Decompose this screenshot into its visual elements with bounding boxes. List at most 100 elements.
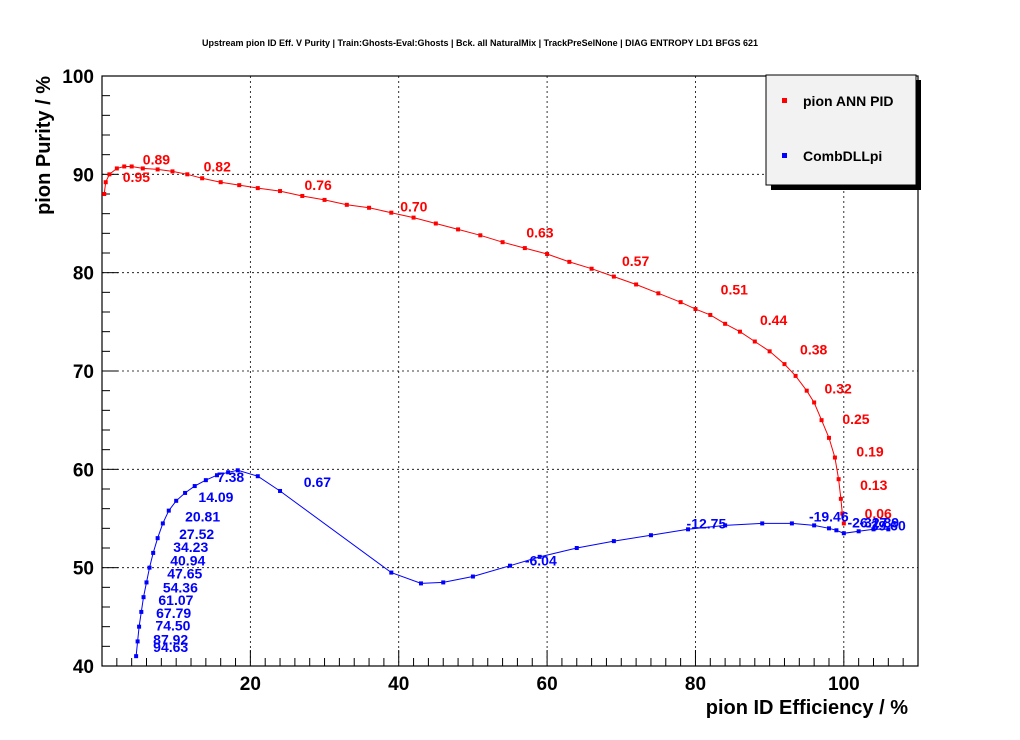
x-tick-label: 100: [828, 674, 860, 695]
data-point-dll: [886, 527, 891, 532]
point-label-dll: 87.92: [153, 631, 188, 647]
x-tick-label: 20: [240, 674, 261, 695]
point-label-ann: 0.89: [143, 152, 170, 168]
point-label-ann: 0.19: [856, 444, 883, 460]
y-tick-label: 50: [73, 559, 94, 580]
point-label-ann: 0.57: [622, 253, 649, 269]
data-point-ann: [114, 166, 119, 171]
data-point-dll: [183, 490, 188, 495]
x-tick-label: 40: [388, 674, 409, 695]
data-point-ann: [103, 180, 108, 185]
data-point-ann: [708, 312, 713, 317]
data-point-dll: [723, 523, 728, 528]
data-point-ann: [129, 164, 134, 169]
data-point-dll: [537, 554, 542, 559]
point-label-dll: -6.04: [525, 553, 557, 569]
data-point-dll: [147, 565, 152, 570]
data-point-ann: [478, 233, 483, 238]
data-point-ann: [782, 362, 787, 367]
point-label-ann: 0.95: [123, 169, 150, 185]
data-point-dll: [235, 468, 240, 473]
data-point-ann: [812, 400, 817, 405]
y-tick-label: 60: [73, 460, 94, 481]
point-label-dll: 74.50: [155, 618, 190, 634]
data-point-dll: [470, 574, 475, 579]
data-point-dll: [255, 474, 260, 479]
point-label-dll: -19.46: [809, 508, 849, 524]
data-point-ann: [804, 388, 809, 393]
point-label-dll: -12.75: [687, 515, 727, 531]
point-label-dll: -32.89: [859, 514, 899, 530]
point-label-dll: 67.79: [156, 605, 191, 621]
x-axis-label: pion ID Efficiency / %: [706, 697, 908, 719]
data-point-ann: [433, 221, 438, 226]
data-point-dll: [278, 488, 283, 493]
data-point-ann: [819, 418, 824, 423]
data-point-dll: [160, 521, 165, 526]
point-label-dll: 94.63: [153, 639, 188, 655]
data-point-dll: [418, 581, 423, 586]
point-label-dll: 61.07: [158, 592, 193, 608]
point-label-dll: 34.23: [173, 539, 208, 555]
y-tick-label: 70: [73, 362, 94, 383]
legend-label-ann: pion ANN PID: [803, 93, 893, 109]
point-label-ann: 0.82: [204, 158, 231, 174]
data-point-dll: [856, 529, 861, 534]
point-label-dll: -26.17: [848, 514, 888, 530]
data-point-dll: [871, 527, 876, 532]
data-point-dll: [826, 526, 831, 531]
point-label-ann: 0.38: [800, 341, 827, 357]
data-point-ann: [656, 291, 661, 296]
x-tick-label: 80: [685, 674, 706, 695]
data-point-ann: [389, 210, 394, 215]
data-point-dll: [135, 639, 140, 644]
legend-box: [765, 74, 917, 186]
point-label-ann: 0.25: [842, 411, 869, 427]
data-point-ann: [218, 180, 223, 185]
axis-ticks: 20 40 60 80 100 40 50 60 70 80 90 100: [62, 67, 904, 695]
y-tick-label: 100: [62, 67, 94, 88]
data-point-ann: [500, 240, 505, 245]
point-label-ann: 0.06: [865, 506, 892, 522]
legend: pion ANN PID CombDLLpi: [765, 74, 921, 190]
data-point-ann: [767, 349, 772, 354]
legend-marker-ann: [782, 98, 787, 103]
data-point-dll: [214, 473, 219, 478]
point-label-ann: 0.32: [825, 381, 852, 397]
data-point-ann: [155, 167, 160, 172]
data-point-ann: [102, 192, 107, 196]
y-tick-label: 90: [73, 165, 94, 186]
y-tick-label: 80: [73, 264, 94, 285]
point-label-ann: 0.44: [760, 312, 787, 328]
data-point-ann: [793, 373, 798, 378]
data-point-dll: [611, 539, 616, 544]
data-point-ann: [611, 274, 616, 279]
chart-title: Upstream pion ID Eff. V Purity | Train:G…: [202, 38, 758, 48]
data-point-dll: [203, 478, 208, 483]
data-point-ann: [678, 300, 683, 305]
point-label-dll: 47.65: [167, 565, 202, 581]
data-point-dll: [574, 546, 579, 550]
data-point-ann: [300, 193, 305, 198]
point-label-ann: 0.13: [860, 477, 887, 493]
data-point-ann: [567, 259, 572, 264]
data-point-dll: [441, 580, 446, 585]
point-label-dll: 14.09: [198, 489, 233, 505]
point-label-dll: 27.52: [179, 526, 214, 542]
data-point-dll: [155, 536, 160, 541]
point-label-ann: 0.70: [400, 199, 427, 215]
data-point-ann: [838, 496, 843, 501]
data-point-dll: [141, 595, 146, 600]
data-point-ann: [278, 189, 283, 194]
data-point-dll: [686, 527, 691, 532]
y-tick-label: 40: [73, 657, 94, 678]
data-point-ann: [456, 227, 461, 232]
data-point-ann: [185, 172, 190, 177]
point-label-dll: 0.67: [304, 474, 331, 490]
point-label-ann: 0.51: [721, 281, 748, 297]
data-point-dll: [144, 580, 149, 585]
data-point-dll: [192, 484, 197, 489]
data-point-ann: [140, 166, 145, 171]
data-point-dll: [834, 528, 839, 533]
